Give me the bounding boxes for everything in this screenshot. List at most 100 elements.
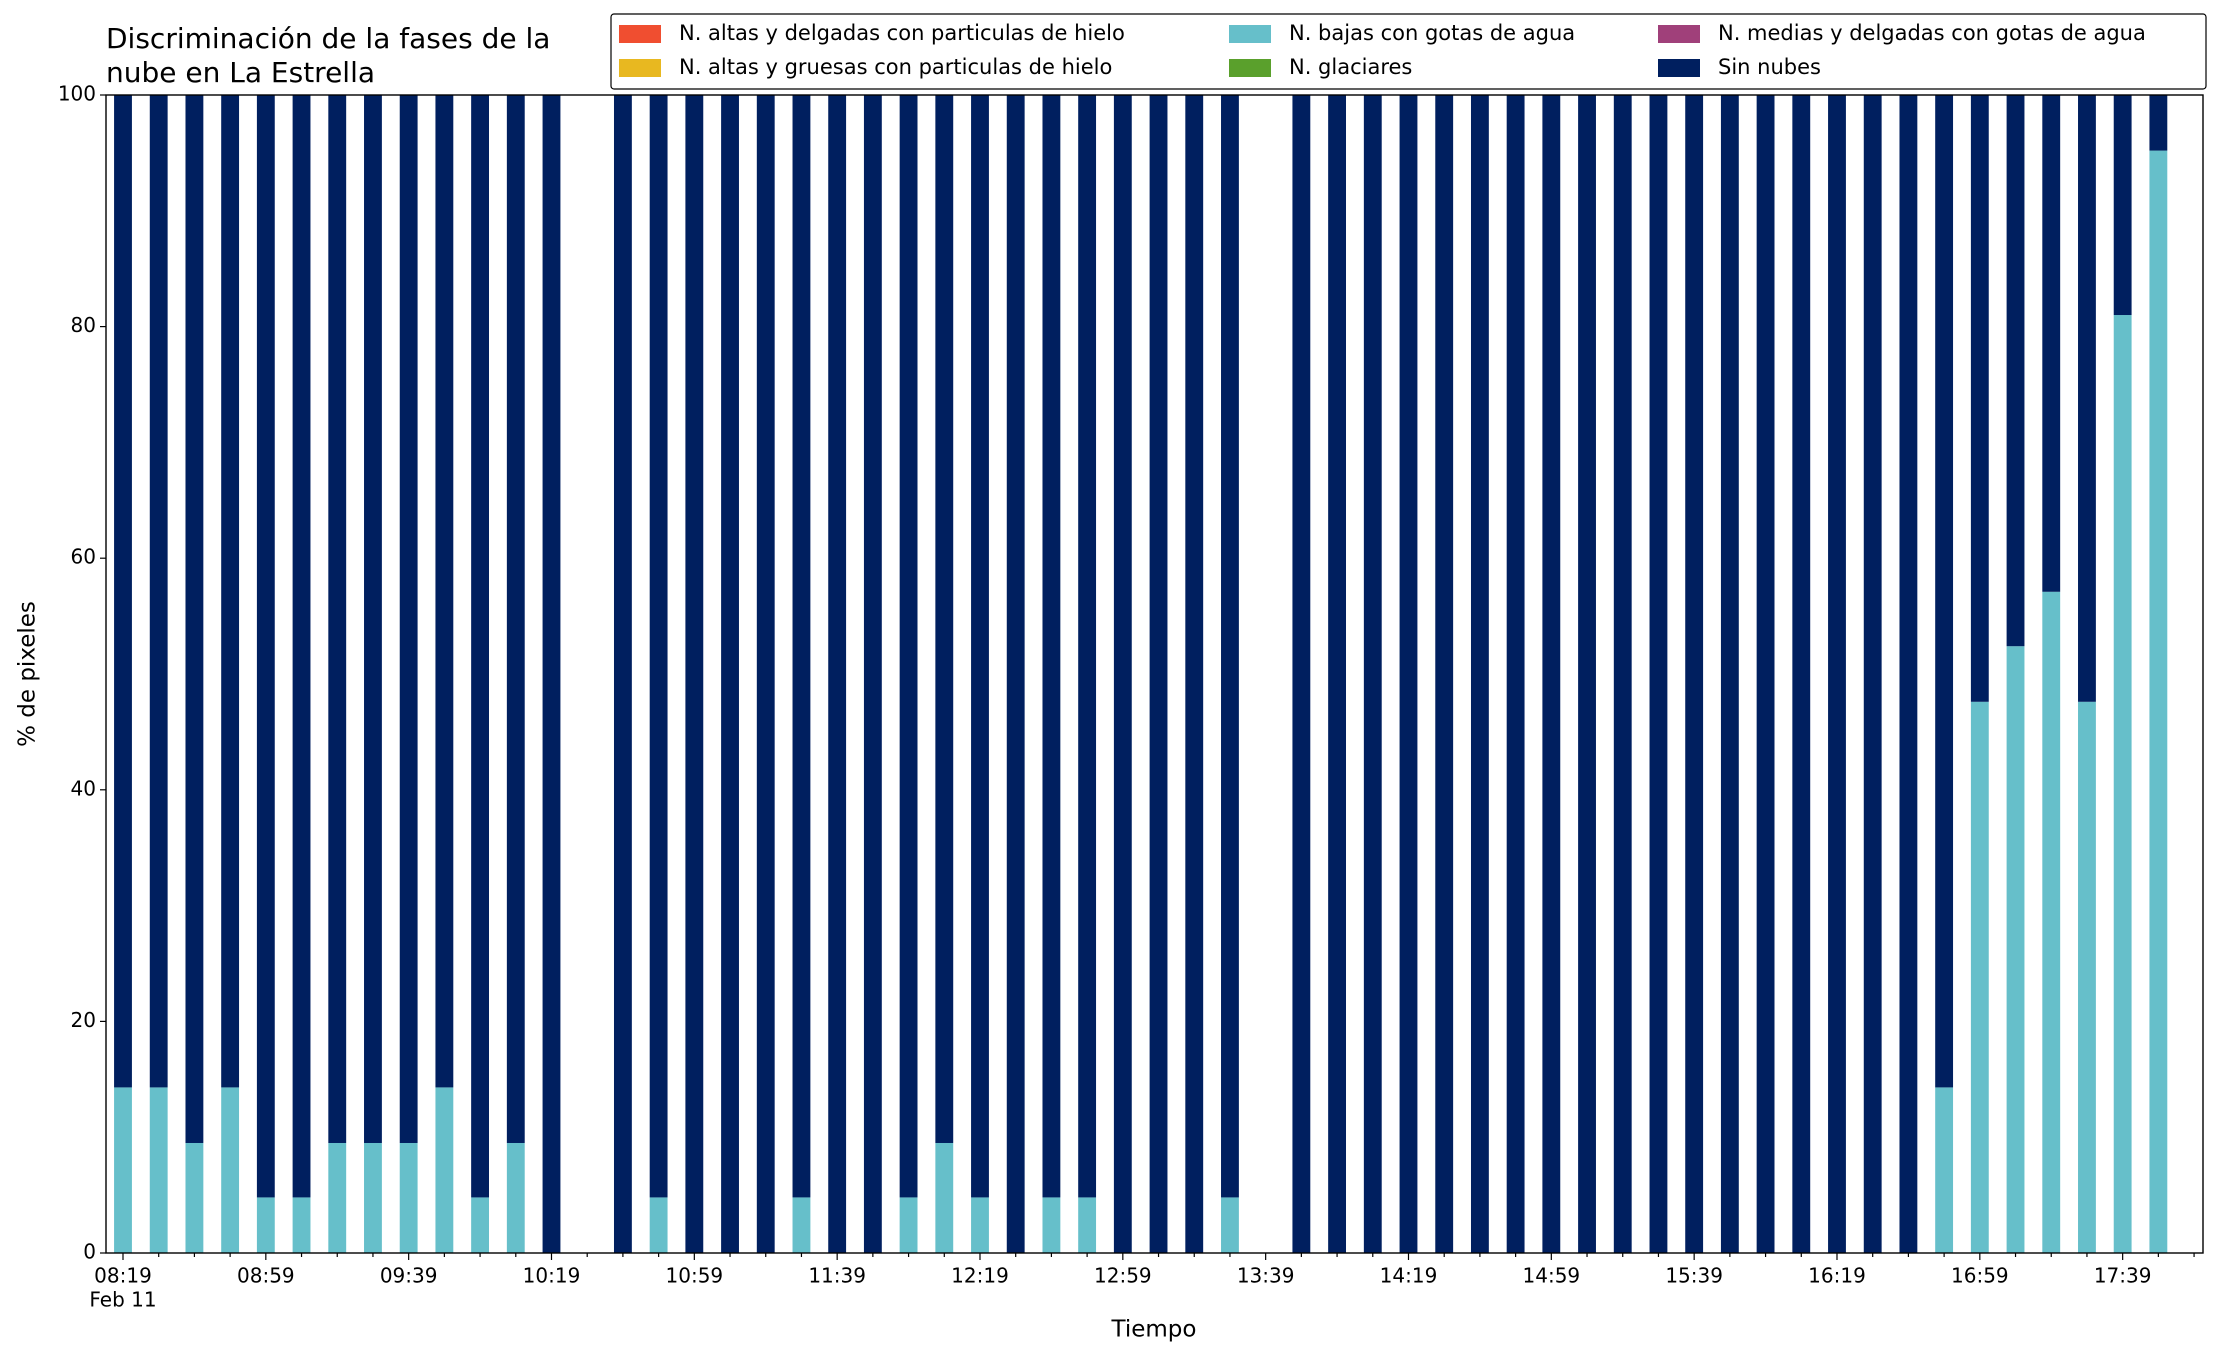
- bar-segment: [2006, 95, 2025, 647]
- bar-segment: [792, 95, 811, 1198]
- y-axis-label: % de pixeles: [15, 601, 41, 747]
- bar-segment: [542, 95, 561, 1253]
- chart-title: nube en La Estrella: [106, 56, 375, 89]
- bar-segment: [328, 95, 347, 1143]
- bar-segment: [1970, 95, 1989, 702]
- legend-label: N. bajas con gotas de agua: [1289, 21, 1575, 45]
- bar-segment: [649, 1197, 668, 1253]
- bar-segment: [1470, 95, 1489, 1253]
- bar-segment: [506, 1142, 525, 1253]
- bar-segment: [221, 1087, 240, 1253]
- legend-swatch: [1658, 59, 1700, 77]
- bar-segment: [1542, 95, 1561, 1253]
- legend-box: [610, 13, 2207, 90]
- bar-segment: [435, 95, 454, 1088]
- bar-segment: [435, 1087, 454, 1253]
- legend-swatch: [1658, 25, 1700, 43]
- bar-segment: [863, 95, 882, 1253]
- bar-segment: [2113, 95, 2132, 316]
- bar-segment: [399, 95, 418, 1143]
- x-tick-label: 11:39: [808, 1264, 866, 1288]
- bar-segment: [1363, 95, 1382, 1253]
- bar-segment: [1042, 95, 1061, 1198]
- bar-segment: [1899, 95, 1918, 1253]
- bar-segment: [1649, 95, 1668, 1253]
- bar-segment: [256, 1197, 275, 1253]
- legend-label: N. medias y delgadas con gotas de agua: [1718, 21, 2146, 45]
- y-tick-label: 0: [83, 1240, 96, 1264]
- bar-segment: [1042, 1197, 1061, 1253]
- bar-segment: [185, 1142, 204, 1253]
- bar-segment: [328, 1142, 347, 1253]
- x-tick-label: 14:19: [1380, 1264, 1438, 1288]
- bar-segment: [1828, 95, 1846, 1253]
- legend-label: N. glaciares: [1289, 55, 1412, 79]
- bar-segment: [1292, 95, 1311, 1253]
- bar-segment: [114, 1087, 132, 1253]
- bar-segment: [1935, 1087, 1954, 1253]
- bar-segment: [2042, 591, 2061, 1253]
- chart-title: Discriminación de la fases de la: [106, 22, 550, 55]
- legend-label: Sin nubes: [1718, 55, 1821, 79]
- x-tick-label: 17:39: [2094, 1264, 2152, 1288]
- legend-label: N. altas y delgadas con particulas de hi…: [679, 21, 1125, 45]
- bar-segment: [1613, 95, 1632, 1253]
- bar-segment: [899, 1197, 918, 1253]
- bar-segment: [2113, 315, 2132, 1253]
- bar-segment: [1506, 95, 1525, 1253]
- legend-swatch: [619, 25, 661, 43]
- x-tick-label: 10:59: [666, 1264, 724, 1288]
- y-tick-label: 80: [71, 313, 96, 337]
- x-sublabel: Feb 11: [89, 1288, 156, 1312]
- x-axis-label: Tiempo: [1111, 1317, 1197, 1343]
- bar-segment: [2006, 646, 2025, 1253]
- bar-segment: [971, 95, 989, 1198]
- bar-segment: [613, 95, 632, 1253]
- bar-segment: [471, 1197, 490, 1253]
- x-tick-label: 16:19: [1808, 1264, 1866, 1288]
- bar-segment: [2078, 701, 2096, 1253]
- bar-segment: [1720, 95, 1739, 1253]
- bar-segment: [1435, 95, 1454, 1253]
- x-tick-label: 12:59: [1094, 1264, 1152, 1288]
- bar-segment: [2078, 95, 2096, 702]
- bar-segment: [899, 95, 918, 1198]
- bar-segment: [1078, 1197, 1097, 1253]
- bar-segment: [1685, 95, 1704, 1253]
- bar-segment: [2042, 95, 2061, 592]
- bar-segment: [1970, 701, 1989, 1253]
- bar-segment: [935, 1142, 954, 1253]
- legend-swatch: [619, 59, 661, 77]
- x-tick-label: 15:39: [1665, 1264, 1723, 1288]
- bar-segment: [185, 95, 204, 1143]
- bar-segment: [292, 1197, 311, 1253]
- bar-segment: [149, 95, 168, 1088]
- bar-segment: [1328, 95, 1347, 1253]
- bar-segment: [1006, 95, 1025, 1253]
- bar-segment: [2149, 150, 2168, 1254]
- bar-segment: [1221, 95, 1239, 1198]
- bar-segment: [1935, 95, 1954, 1088]
- y-tick-label: 20: [71, 1008, 96, 1032]
- bar-segment: [721, 95, 739, 1253]
- bar-segment: [1113, 95, 1132, 1253]
- bar-segment: [364, 1142, 382, 1253]
- x-tick-label: 09:39: [380, 1264, 438, 1288]
- bar-segment: [471, 95, 490, 1198]
- bar-segment: [1399, 95, 1418, 1253]
- bar-segment: [506, 95, 525, 1143]
- plot-frame: [105, 94, 2204, 1254]
- bar-segment: [114, 95, 132, 1088]
- y-tick-label: 40: [71, 776, 96, 800]
- y-tick-label: 60: [71, 545, 96, 569]
- x-tick-label: 10:19: [523, 1264, 581, 1288]
- x-tick-label: 08:19: [94, 1264, 152, 1288]
- bar-segment: [364, 95, 382, 1143]
- x-tick-label: 16:59: [1951, 1264, 2009, 1288]
- bar-segment: [256, 95, 275, 1198]
- x-tick-label: 13:39: [1237, 1264, 1295, 1288]
- legend-swatch: [1229, 59, 1271, 77]
- bar-segment: [1863, 95, 1882, 1253]
- bar-segment: [2149, 95, 2168, 151]
